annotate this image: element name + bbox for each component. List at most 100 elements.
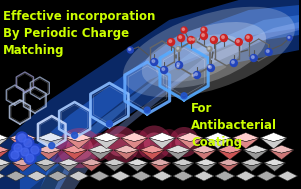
Polygon shape (114, 150, 139, 160)
Circle shape (222, 36, 224, 39)
Polygon shape (195, 163, 217, 171)
Polygon shape (88, 145, 113, 153)
Ellipse shape (128, 130, 150, 158)
Polygon shape (0, 159, 11, 166)
Circle shape (191, 74, 197, 78)
Circle shape (177, 63, 180, 66)
Ellipse shape (158, 129, 180, 157)
Polygon shape (177, 138, 203, 149)
Circle shape (162, 68, 165, 70)
Circle shape (24, 152, 36, 164)
Circle shape (49, 143, 55, 149)
Ellipse shape (88, 133, 110, 161)
Polygon shape (243, 145, 268, 153)
Circle shape (191, 37, 197, 43)
Circle shape (200, 33, 207, 40)
Polygon shape (12, 163, 34, 171)
Circle shape (29, 144, 41, 156)
Circle shape (230, 60, 237, 67)
Circle shape (265, 49, 272, 56)
Circle shape (266, 50, 269, 53)
Polygon shape (11, 145, 35, 153)
Circle shape (26, 154, 34, 162)
Polygon shape (0, 138, 8, 149)
Circle shape (9, 149, 21, 161)
Circle shape (188, 36, 194, 43)
Polygon shape (217, 150, 242, 160)
Polygon shape (58, 159, 79, 166)
Polygon shape (55, 22, 299, 189)
Polygon shape (218, 159, 240, 166)
Polygon shape (0, 150, 9, 160)
Polygon shape (20, 5, 299, 189)
Polygon shape (241, 159, 263, 166)
Polygon shape (236, 171, 256, 181)
Polygon shape (217, 145, 242, 153)
Polygon shape (62, 150, 87, 160)
Polygon shape (232, 138, 259, 149)
Polygon shape (81, 163, 102, 171)
Polygon shape (91, 83, 129, 127)
Ellipse shape (175, 133, 193, 151)
Polygon shape (12, 159, 34, 166)
Ellipse shape (123, 7, 295, 97)
Polygon shape (126, 163, 148, 171)
Polygon shape (232, 133, 259, 142)
Polygon shape (126, 159, 148, 166)
Polygon shape (194, 171, 214, 181)
Circle shape (178, 35, 185, 42)
Polygon shape (65, 133, 92, 142)
Ellipse shape (49, 136, 71, 164)
Polygon shape (93, 133, 120, 142)
Polygon shape (140, 145, 165, 153)
Ellipse shape (66, 136, 93, 160)
Circle shape (18, 134, 26, 142)
Ellipse shape (169, 127, 199, 157)
Ellipse shape (142, 22, 266, 88)
Circle shape (161, 67, 168, 74)
Polygon shape (110, 171, 130, 181)
Circle shape (195, 73, 197, 76)
Circle shape (245, 35, 252, 42)
Circle shape (107, 121, 113, 127)
Polygon shape (35, 163, 57, 171)
Text: For
Antibacterial
Coating: For Antibacterial Coating (191, 102, 277, 149)
Polygon shape (149, 159, 171, 166)
Circle shape (151, 59, 158, 66)
Polygon shape (58, 163, 79, 171)
Circle shape (202, 28, 204, 30)
Circle shape (168, 39, 175, 46)
Polygon shape (59, 102, 90, 138)
Polygon shape (0, 133, 8, 142)
Polygon shape (149, 163, 171, 171)
Ellipse shape (144, 132, 165, 153)
Polygon shape (152, 171, 172, 181)
Circle shape (14, 144, 22, 152)
Polygon shape (114, 145, 139, 153)
Polygon shape (27, 171, 47, 181)
Circle shape (207, 64, 214, 71)
Circle shape (192, 74, 194, 76)
Circle shape (250, 54, 257, 61)
Circle shape (288, 36, 290, 38)
Circle shape (175, 61, 183, 68)
Circle shape (207, 46, 212, 51)
Polygon shape (149, 133, 175, 142)
Polygon shape (166, 145, 191, 153)
Circle shape (16, 132, 28, 144)
Circle shape (177, 47, 179, 49)
Polygon shape (65, 138, 92, 149)
Polygon shape (121, 133, 148, 142)
Circle shape (179, 36, 182, 39)
Ellipse shape (156, 34, 242, 82)
Polygon shape (204, 138, 231, 149)
Circle shape (194, 71, 200, 78)
Ellipse shape (107, 134, 131, 156)
Polygon shape (260, 138, 287, 149)
Polygon shape (172, 159, 194, 166)
Ellipse shape (137, 125, 172, 160)
Circle shape (210, 36, 217, 43)
Circle shape (287, 36, 292, 40)
Polygon shape (81, 159, 102, 166)
Polygon shape (172, 163, 194, 171)
